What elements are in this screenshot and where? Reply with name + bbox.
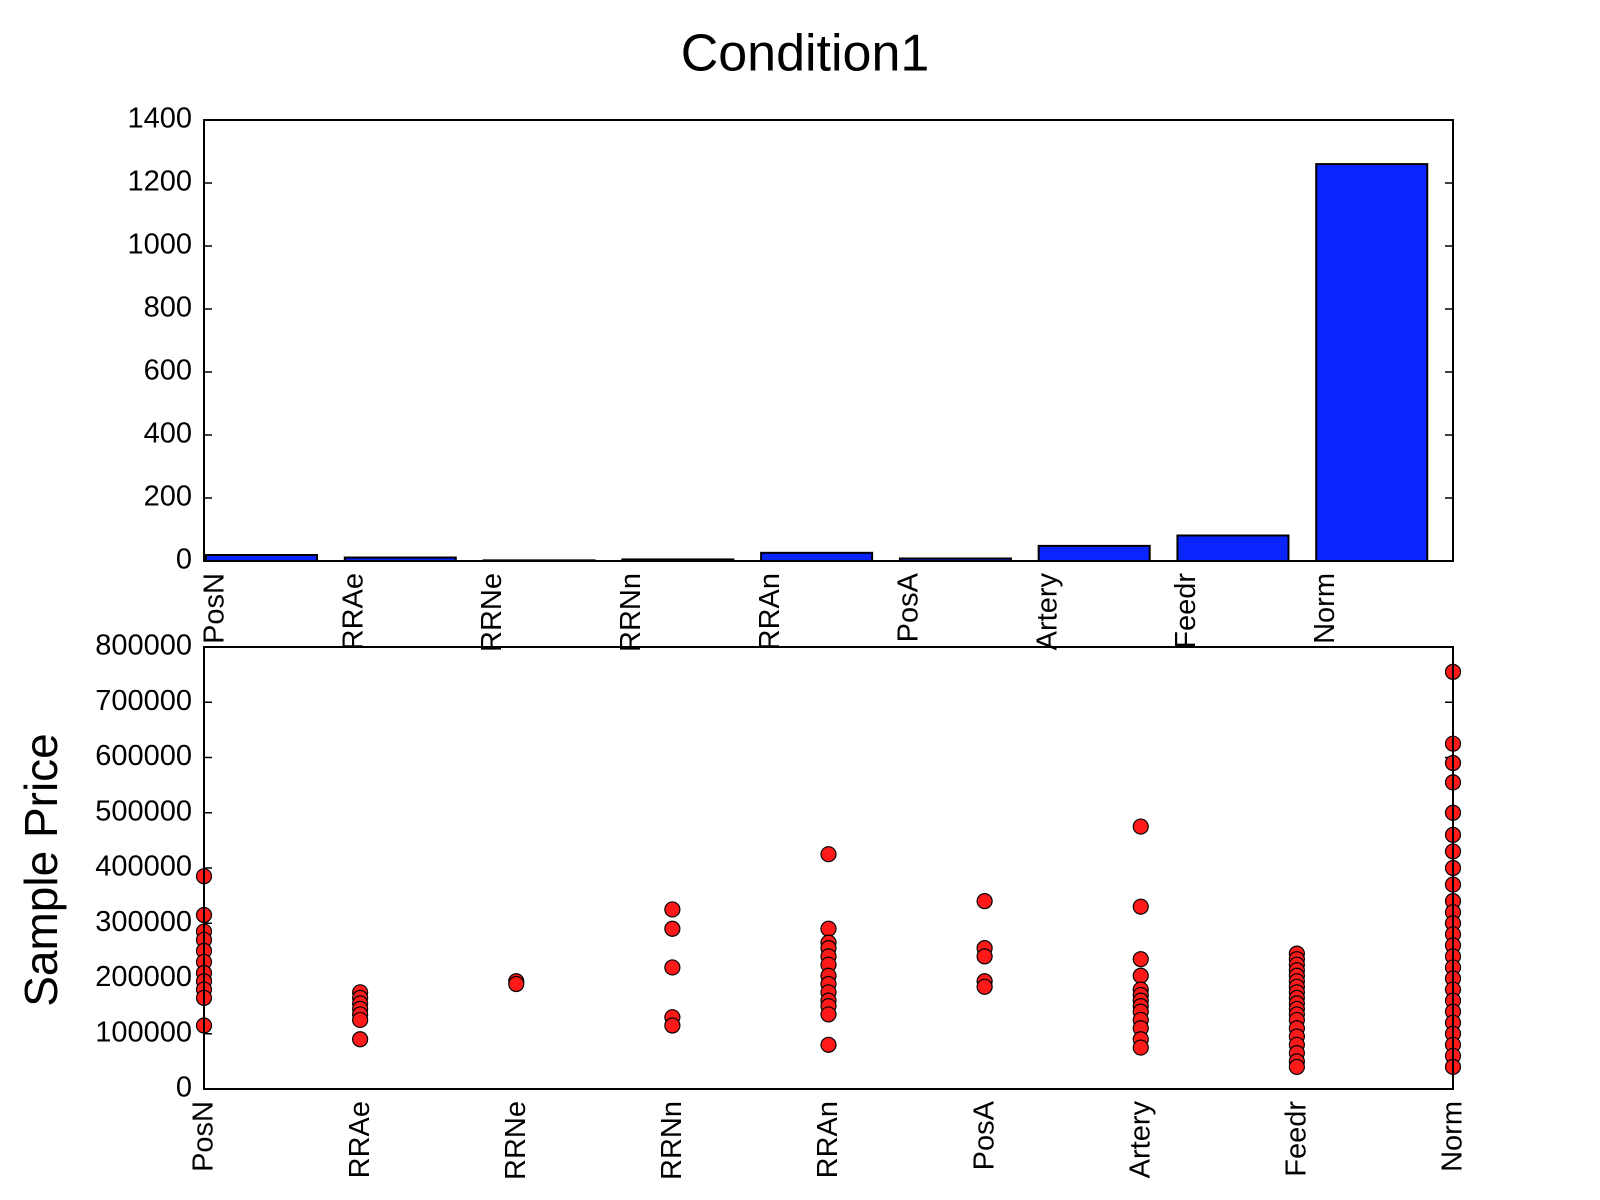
x-tick-label: PosN [199,573,231,644]
y-tick-label: 800000 [95,630,192,662]
x-tick-label: PosN [188,1101,220,1172]
y-axis-label: Sample Price [15,733,67,1007]
y-tick-label: 800 [144,292,192,324]
y-tick-label: 600000 [95,740,192,772]
y-tick-label: 700000 [95,685,192,717]
y-tick-label: 500000 [95,795,192,827]
point [1132,1039,1149,1056]
y-tick-label: 200000 [95,961,192,993]
y-tick-label: 600 [144,355,192,387]
x-tick-label: Norm [1309,573,1341,644]
y-tick-label: 300000 [95,906,192,938]
point [664,901,681,918]
x-tick-label: PosA [968,1100,1000,1170]
x-tick-label: RRNe [500,1101,532,1180]
x-tick-label: Feedr [1281,1101,1313,1177]
x-tick-label: RRNe [476,573,508,652]
y-tick-label: 400 [144,418,192,450]
bar [1176,534,1290,562]
point [820,846,837,863]
bar [1037,544,1151,563]
x-tick-label: Feedr [1170,573,1202,649]
y-tick-label: 400000 [95,851,192,883]
point [820,1036,837,1053]
bar [760,551,874,562]
y-tick-label: 200 [144,481,192,513]
plot-frame [203,646,1454,1090]
y-tick-label: 1400 [127,103,192,135]
point [508,975,525,993]
point [1132,951,1149,968]
point [820,920,837,937]
point [352,1011,369,1029]
x-tick-label: Norm [1437,1101,1469,1172]
point [352,1031,369,1048]
point [1132,818,1149,835]
point [664,959,681,976]
x-tick-label: RRNn [615,573,647,652]
point [664,1017,681,1034]
x-tick-label: RRNn [656,1101,688,1180]
x-tick-label: PosA [893,572,925,642]
point [1288,1058,1305,1076]
x-tick-label: RRAe [337,573,369,650]
point [976,893,993,910]
y-tick-label: 0 [176,544,192,576]
x-tick-label: RRAn [754,573,786,650]
y-tick-label: 100000 [95,1016,192,1048]
x-tick-label: Artery [1124,1101,1156,1179]
x-tick-label: Artery [1031,573,1063,651]
chart-title: Condition1 [681,25,930,83]
point [664,920,681,937]
point [1132,967,1149,984]
bar [1315,163,1429,562]
plot-frame [203,119,1454,562]
x-tick-label: RRAe [344,1101,376,1178]
y-tick-label: 1000 [127,229,192,261]
y-tick-label: 0 [176,1072,192,1104]
y-tick-label: 1200 [127,166,192,198]
point [976,948,993,965]
point [976,978,993,995]
point [820,1006,837,1023]
x-tick-label: RRAn [812,1101,844,1178]
point [1132,898,1149,915]
